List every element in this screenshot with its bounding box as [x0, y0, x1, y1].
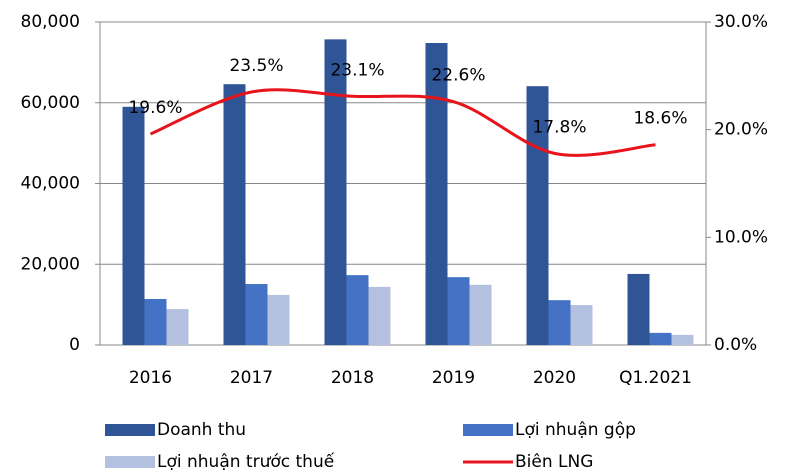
bar [425, 42, 448, 346]
data-label: 22.6% [431, 66, 485, 86]
bar [144, 298, 167, 345]
bar [245, 284, 268, 345]
bar [627, 273, 650, 345]
x-tick-label: 2018 [331, 368, 374, 388]
legend-swatch [463, 424, 513, 436]
data-label: 19.6% [128, 98, 182, 118]
bar [346, 275, 369, 345]
legend-label: Doanh thu [157, 420, 246, 440]
bar [122, 106, 145, 345]
data-label: 18.6% [633, 109, 687, 129]
data-label: 23.1% [330, 60, 384, 80]
bar [447, 277, 470, 345]
bar [548, 300, 571, 345]
x-tick-label: 2019 [432, 368, 475, 388]
bar [223, 84, 246, 346]
x-tick-label: 2016 [129, 368, 172, 388]
legend-label: Biên LNG [515, 452, 593, 472]
x-tick-label: 2017 [230, 368, 273, 388]
x-tick-label: 2020 [533, 368, 576, 388]
y-tick-label: 40,000 [21, 174, 80, 194]
bar [570, 305, 593, 345]
legend-swatch [105, 424, 155, 436]
bar [649, 332, 672, 345]
legend-label: Lợi nhuận trước thuế [157, 451, 335, 472]
bar [267, 294, 290, 345]
data-label: 17.8% [532, 117, 586, 137]
bar [324, 39, 347, 346]
y-tick-label: 20,000 [21, 254, 80, 274]
y-tick-label: 60,000 [21, 93, 80, 113]
data-label: 23.5% [229, 56, 283, 76]
legend-swatch [105, 456, 155, 468]
bar [166, 309, 189, 345]
y2-tick-label: 0.0% [714, 335, 757, 355]
bar [368, 286, 391, 345]
y-tick-label: 80,000 [21, 12, 80, 32]
y2-tick-label: 20.0% [714, 120, 768, 140]
line [149, 88, 656, 157]
bar [671, 334, 694, 345]
legend-label: Lợi nhuận gộp [515, 420, 636, 440]
y-tick-label: 0 [69, 335, 80, 355]
y2-tick-label: 30.0% [714, 12, 768, 32]
x-tick-label: Q1.2021 [619, 368, 692, 388]
y2-tick-label: 10.0% [714, 227, 768, 247]
bar [469, 284, 492, 345]
